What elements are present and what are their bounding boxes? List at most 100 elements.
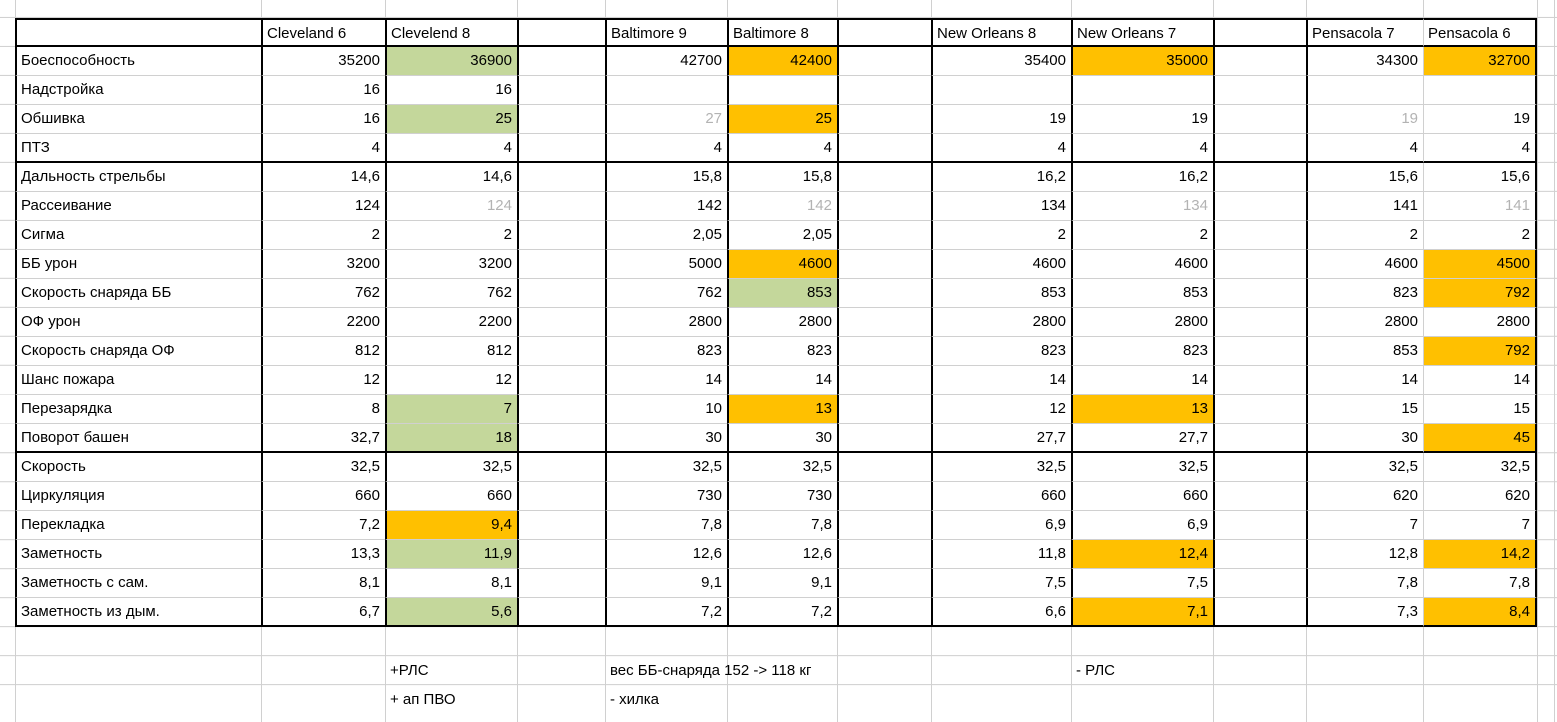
value-cell[interactable]: 32,5 [1071, 453, 1213, 482]
column-header[interactable]: Pensacola 6 [1423, 18, 1537, 47]
value-cell[interactable]: 15,6 [1306, 163, 1423, 192]
value-cell[interactable]: 35000 [1071, 47, 1213, 76]
gap-cell[interactable] [837, 279, 931, 308]
value-cell[interactable]: 4 [385, 134, 517, 163]
value-cell[interactable]: 141 [1306, 192, 1423, 221]
value-cell[interactable]: 15 [1423, 395, 1537, 424]
value-cell[interactable] [727, 76, 837, 105]
value-cell[interactable]: 27 [605, 105, 727, 134]
value-cell[interactable]: 6,6 [931, 598, 1071, 627]
gap-cell[interactable] [517, 163, 605, 192]
gap-cell[interactable] [837, 395, 931, 424]
gap-cell[interactable] [837, 105, 931, 134]
gap-cell[interactable] [1213, 134, 1306, 163]
value-cell[interactable]: 2800 [1423, 308, 1537, 337]
gap-cell[interactable] [1213, 279, 1306, 308]
gap-cell[interactable] [837, 453, 931, 482]
value-cell[interactable]: 9,1 [727, 569, 837, 598]
value-cell[interactable]: 16 [385, 76, 517, 105]
gap-cell[interactable] [517, 47, 605, 76]
value-cell[interactable]: 620 [1423, 482, 1537, 511]
value-cell[interactable]: 4 [1423, 134, 1537, 163]
gap-cell[interactable] [517, 453, 605, 482]
column-header[interactable]: New Orleans 7 [1071, 18, 1213, 47]
gap-cell[interactable] [837, 308, 931, 337]
value-cell[interactable]: 12,8 [1306, 540, 1423, 569]
value-cell[interactable]: 19 [1306, 105, 1423, 134]
row-label[interactable]: Боеспособность [15, 47, 261, 76]
gap-cell[interactable] [837, 47, 931, 76]
value-cell[interactable]: 4600 [1306, 250, 1423, 279]
value-cell[interactable]: 823 [1071, 337, 1213, 366]
value-cell[interactable]: 812 [261, 337, 385, 366]
value-cell[interactable]: 2800 [727, 308, 837, 337]
gap-cell[interactable] [837, 163, 931, 192]
row-label[interactable]: ПТЗ [15, 134, 261, 163]
value-cell[interactable]: 2,05 [727, 221, 837, 250]
value-cell[interactable]: 2 [931, 221, 1071, 250]
value-cell[interactable]: 124 [385, 192, 517, 221]
value-cell[interactable]: 823 [605, 337, 727, 366]
value-cell[interactable]: 45 [1423, 424, 1537, 453]
value-cell[interactable]: 9,1 [605, 569, 727, 598]
gap-cell[interactable] [837, 424, 931, 453]
value-cell[interactable]: 823 [1306, 279, 1423, 308]
value-cell[interactable]: 12,6 [605, 540, 727, 569]
value-cell[interactable]: 853 [1306, 337, 1423, 366]
value-cell[interactable]: 5000 [605, 250, 727, 279]
value-cell[interactable]: 7,8 [727, 511, 837, 540]
gap-cell[interactable] [837, 540, 931, 569]
gap-cell[interactable] [517, 337, 605, 366]
gap-cell[interactable] [517, 192, 605, 221]
gap-cell[interactable] [517, 308, 605, 337]
row-label[interactable]: Циркуляция [15, 482, 261, 511]
value-cell[interactable]: 14,2 [1423, 540, 1537, 569]
gap-cell[interactable] [1213, 250, 1306, 279]
gap-cell[interactable] [1213, 598, 1306, 627]
value-cell[interactable]: 142 [605, 192, 727, 221]
value-cell[interactable]: 7 [1306, 511, 1423, 540]
value-cell[interactable]: 2 [1306, 221, 1423, 250]
gap-cell[interactable] [1213, 511, 1306, 540]
value-cell[interactable]: 792 [1423, 337, 1537, 366]
value-cell[interactable]: 853 [1071, 279, 1213, 308]
column-header[interactable]: Baltimore 8 [727, 18, 837, 47]
gap-cell[interactable] [1213, 395, 1306, 424]
value-cell[interactable] [931, 76, 1071, 105]
value-cell[interactable] [605, 76, 727, 105]
value-cell[interactable]: 4 [931, 134, 1071, 163]
gap-cell[interactable] [517, 279, 605, 308]
value-cell[interactable]: 2800 [931, 308, 1071, 337]
value-cell[interactable]: 32,5 [605, 453, 727, 482]
value-cell[interactable]: 2 [1423, 221, 1537, 250]
column-header[interactable]: Clevelend 8 [385, 18, 517, 47]
value-cell[interactable]: 2200 [261, 308, 385, 337]
value-cell[interactable]: 14 [727, 366, 837, 395]
value-cell[interactable]: 4600 [1071, 250, 1213, 279]
value-cell[interactable]: 4600 [727, 250, 837, 279]
gap-cell[interactable] [1213, 47, 1306, 76]
value-cell[interactable]: 27,7 [931, 424, 1071, 453]
gap-cell[interactable] [1213, 337, 1306, 366]
footer-note[interactable]: вес ББ-снаряда 152 -> 118 кг [610, 662, 812, 679]
value-cell[interactable]: 4600 [931, 250, 1071, 279]
gap-cell[interactable] [517, 250, 605, 279]
row-label[interactable]: Обшивка [15, 105, 261, 134]
value-cell[interactable]: 12,4 [1071, 540, 1213, 569]
value-cell[interactable]: 14,6 [385, 163, 517, 192]
gap-cell[interactable] [837, 511, 931, 540]
value-cell[interactable]: 2800 [605, 308, 727, 337]
value-cell[interactable]: 6,7 [261, 598, 385, 627]
value-cell[interactable]: 124 [261, 192, 385, 221]
row-label[interactable]: Скорость снаряда ОФ [15, 337, 261, 366]
gap-cell[interactable] [517, 221, 605, 250]
footer-note[interactable]: +РЛС [390, 662, 429, 679]
value-cell[interactable]: 5,6 [385, 598, 517, 627]
value-cell[interactable]: 7,2 [605, 598, 727, 627]
value-cell[interactable]: 2 [385, 221, 517, 250]
value-cell[interactable]: 32,5 [931, 453, 1071, 482]
value-cell[interactable]: 18 [385, 424, 517, 453]
value-cell[interactable]: 36900 [385, 47, 517, 76]
value-cell[interactable]: 134 [931, 192, 1071, 221]
value-cell[interactable]: 32,5 [1306, 453, 1423, 482]
